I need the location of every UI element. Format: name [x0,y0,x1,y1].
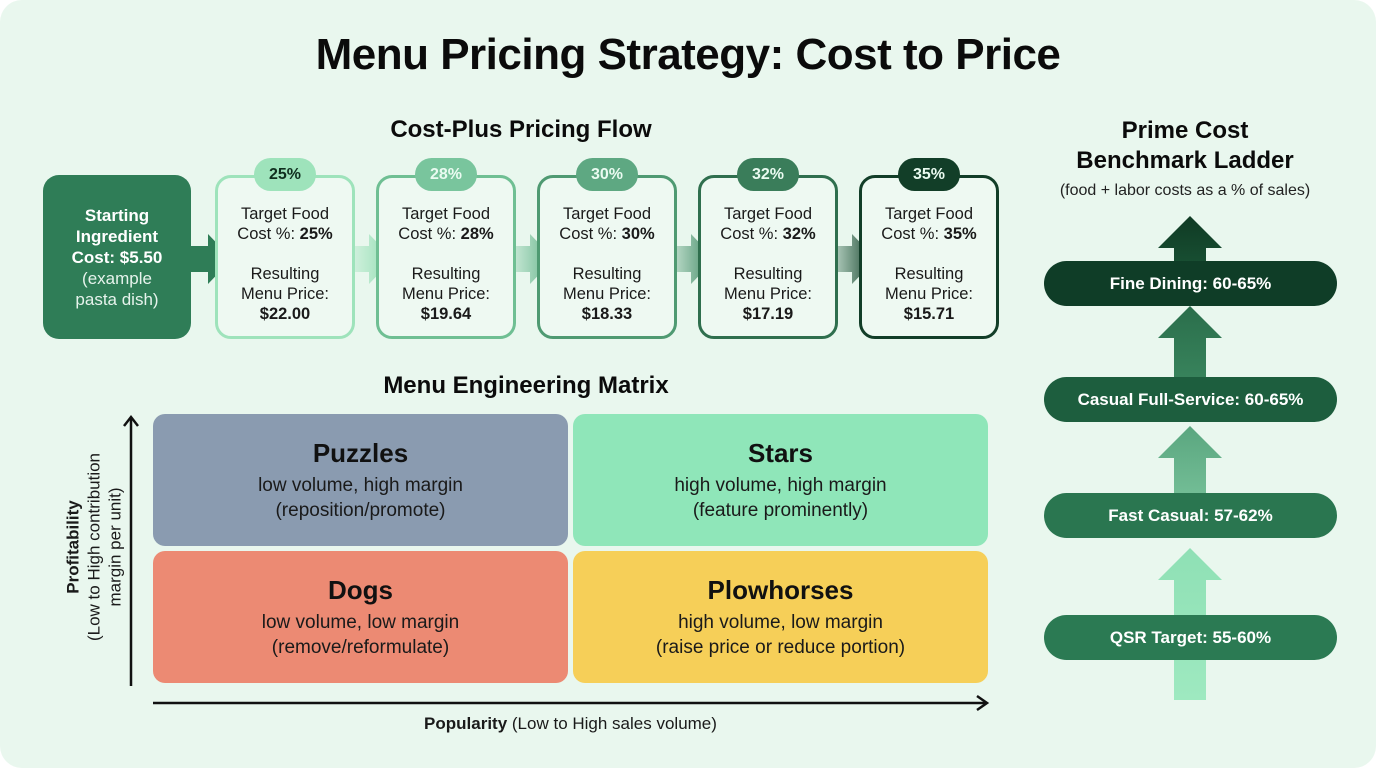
step-label: Target Food [240,205,330,223]
quadrant-desc: low volume, high margin [258,474,463,496]
y-axis-arrow-icon [123,414,139,686]
quadrant-puzzles: Puzzles low volume, high margin (reposit… [153,414,568,546]
ladder-rung-qsr-target: QSR Target: 55-60% [1044,615,1337,660]
step-result-label: Menu Price: [884,285,974,303]
step-result-label: Resulting [894,265,964,283]
start-note-2: pasta dish) [75,289,159,309]
step-price: $17.19 [742,305,794,323]
quadrant-title: Plowhorses [707,574,854,605]
quadrant-title: Stars [747,437,814,468]
x-axis-subtitle: (Low to High sales volume) [507,714,717,733]
flow-step-32: Target Food Cost %: 32% Resulting Menu P… [698,175,838,339]
step-label: Target Food [562,205,652,223]
x-axis-label: Popularity (Low to High sales volume) [153,714,988,734]
step-cost-line: Cost %: 28% [398,225,494,243]
y-axis-title: Profitability [63,500,83,594]
y-axis-subtitle: margin per unit) [105,487,125,607]
pct-badge: 28% [415,158,477,191]
flow-title: Cost-Plus Pricing Flow [390,116,652,143]
step-result-label: Menu Price: [723,285,813,303]
step-price: $19.64 [420,305,472,323]
step-label: Target Food [401,205,491,223]
quadrant-desc: low volume, low margin [261,611,460,633]
step-result-label: Menu Price: [562,285,652,303]
step-result-label: Resulting [733,265,803,283]
quadrant-stars: Stars high volume, high margin (feature … [573,414,988,546]
x-axis-title: Popularity [424,714,508,733]
step-cost-line: Cost %: 30% [559,225,655,243]
step-cost-line: Cost %: 25% [237,225,333,243]
step-label: Target Food [884,205,974,223]
start-line-3: Cost: $5.50 [71,247,163,267]
pct-badge: 25% [254,158,316,191]
ladder-title: Prime Cost Benchmark Ladder [1030,116,1340,176]
quadrant-desc: high volume, low margin [678,611,883,633]
step-result-label: Menu Price: [240,285,330,303]
step-result-label: Resulting [411,265,481,283]
start-line-2: Ingredient [75,226,159,246]
step-result-label: Menu Price: [401,285,491,303]
step-result-label: Resulting [572,265,642,283]
ladder-rung-fast-casual: Fast Casual: 57-62% [1044,493,1337,538]
ladder-title-line: Prime Cost [1121,117,1249,144]
quadrant-action: (raise price or reduce portion) [655,636,906,658]
y-axis-label: Profitability (Low to High contribution … [54,432,134,662]
flow-step-28: Target Food Cost %: 28% Resulting Menu P… [376,175,516,339]
pct-badge: 35% [898,158,960,191]
flow-step-25: Target Food Cost %: 25% Resulting Menu P… [215,175,355,339]
quadrant-action: (remove/reformulate) [271,636,450,658]
y-axis-subtitle: (Low to High contribution [84,452,104,642]
step-price: $18.33 [581,305,633,323]
step-price: $15.71 [903,305,955,323]
flow-step-35: Target Food Cost %: 35% Resulting Menu P… [859,175,999,339]
matrix-title: Menu Engineering Matrix [383,372,669,399]
ladder-subtitle: (food + labor costs as a % of sales) [1059,182,1311,199]
quadrant-action: (feature prominently) [692,499,869,521]
flow-arrow-icon [188,234,232,284]
starting-cost-box: Starting Ingredient Cost: $5.50 (example… [43,175,191,339]
quadrant-title: Dogs [328,574,393,605]
start-note-1: (example [82,268,152,288]
ladder-title-line: Benchmark Ladder [1076,147,1294,174]
main-title: Menu Pricing Strategy: Cost to Price [315,30,1061,79]
quadrant-dogs: Dogs low volume, low margin (remove/refo… [153,551,568,683]
pct-badge: 30% [576,158,638,191]
step-result-label: Resulting [250,265,320,283]
ladder-rung-fine-dining: Fine Dining: 60-65% [1044,261,1337,306]
quadrant-desc: high volume, high margin [674,474,887,496]
step-cost-line: Cost %: 35% [881,225,977,243]
quadrant-action: (reposition/promote) [275,499,446,521]
quadrant-title: Puzzles [312,437,409,468]
quadrant-plowhorses: Plowhorses high volume, low margin (rais… [573,551,988,683]
ladder-rung-casual-full-service: Casual Full-Service: 60-65% [1044,377,1337,422]
step-cost-line: Cost %: 32% [720,225,816,243]
pct-badge: 32% [737,158,799,191]
start-line-1: Starting [84,205,150,225]
flow-step-30: Target Food Cost %: 30% Resulting Menu P… [537,175,677,339]
x-axis-arrow-icon [153,694,990,712]
step-label: Target Food [723,205,813,223]
step-price: $22.00 [259,305,311,323]
